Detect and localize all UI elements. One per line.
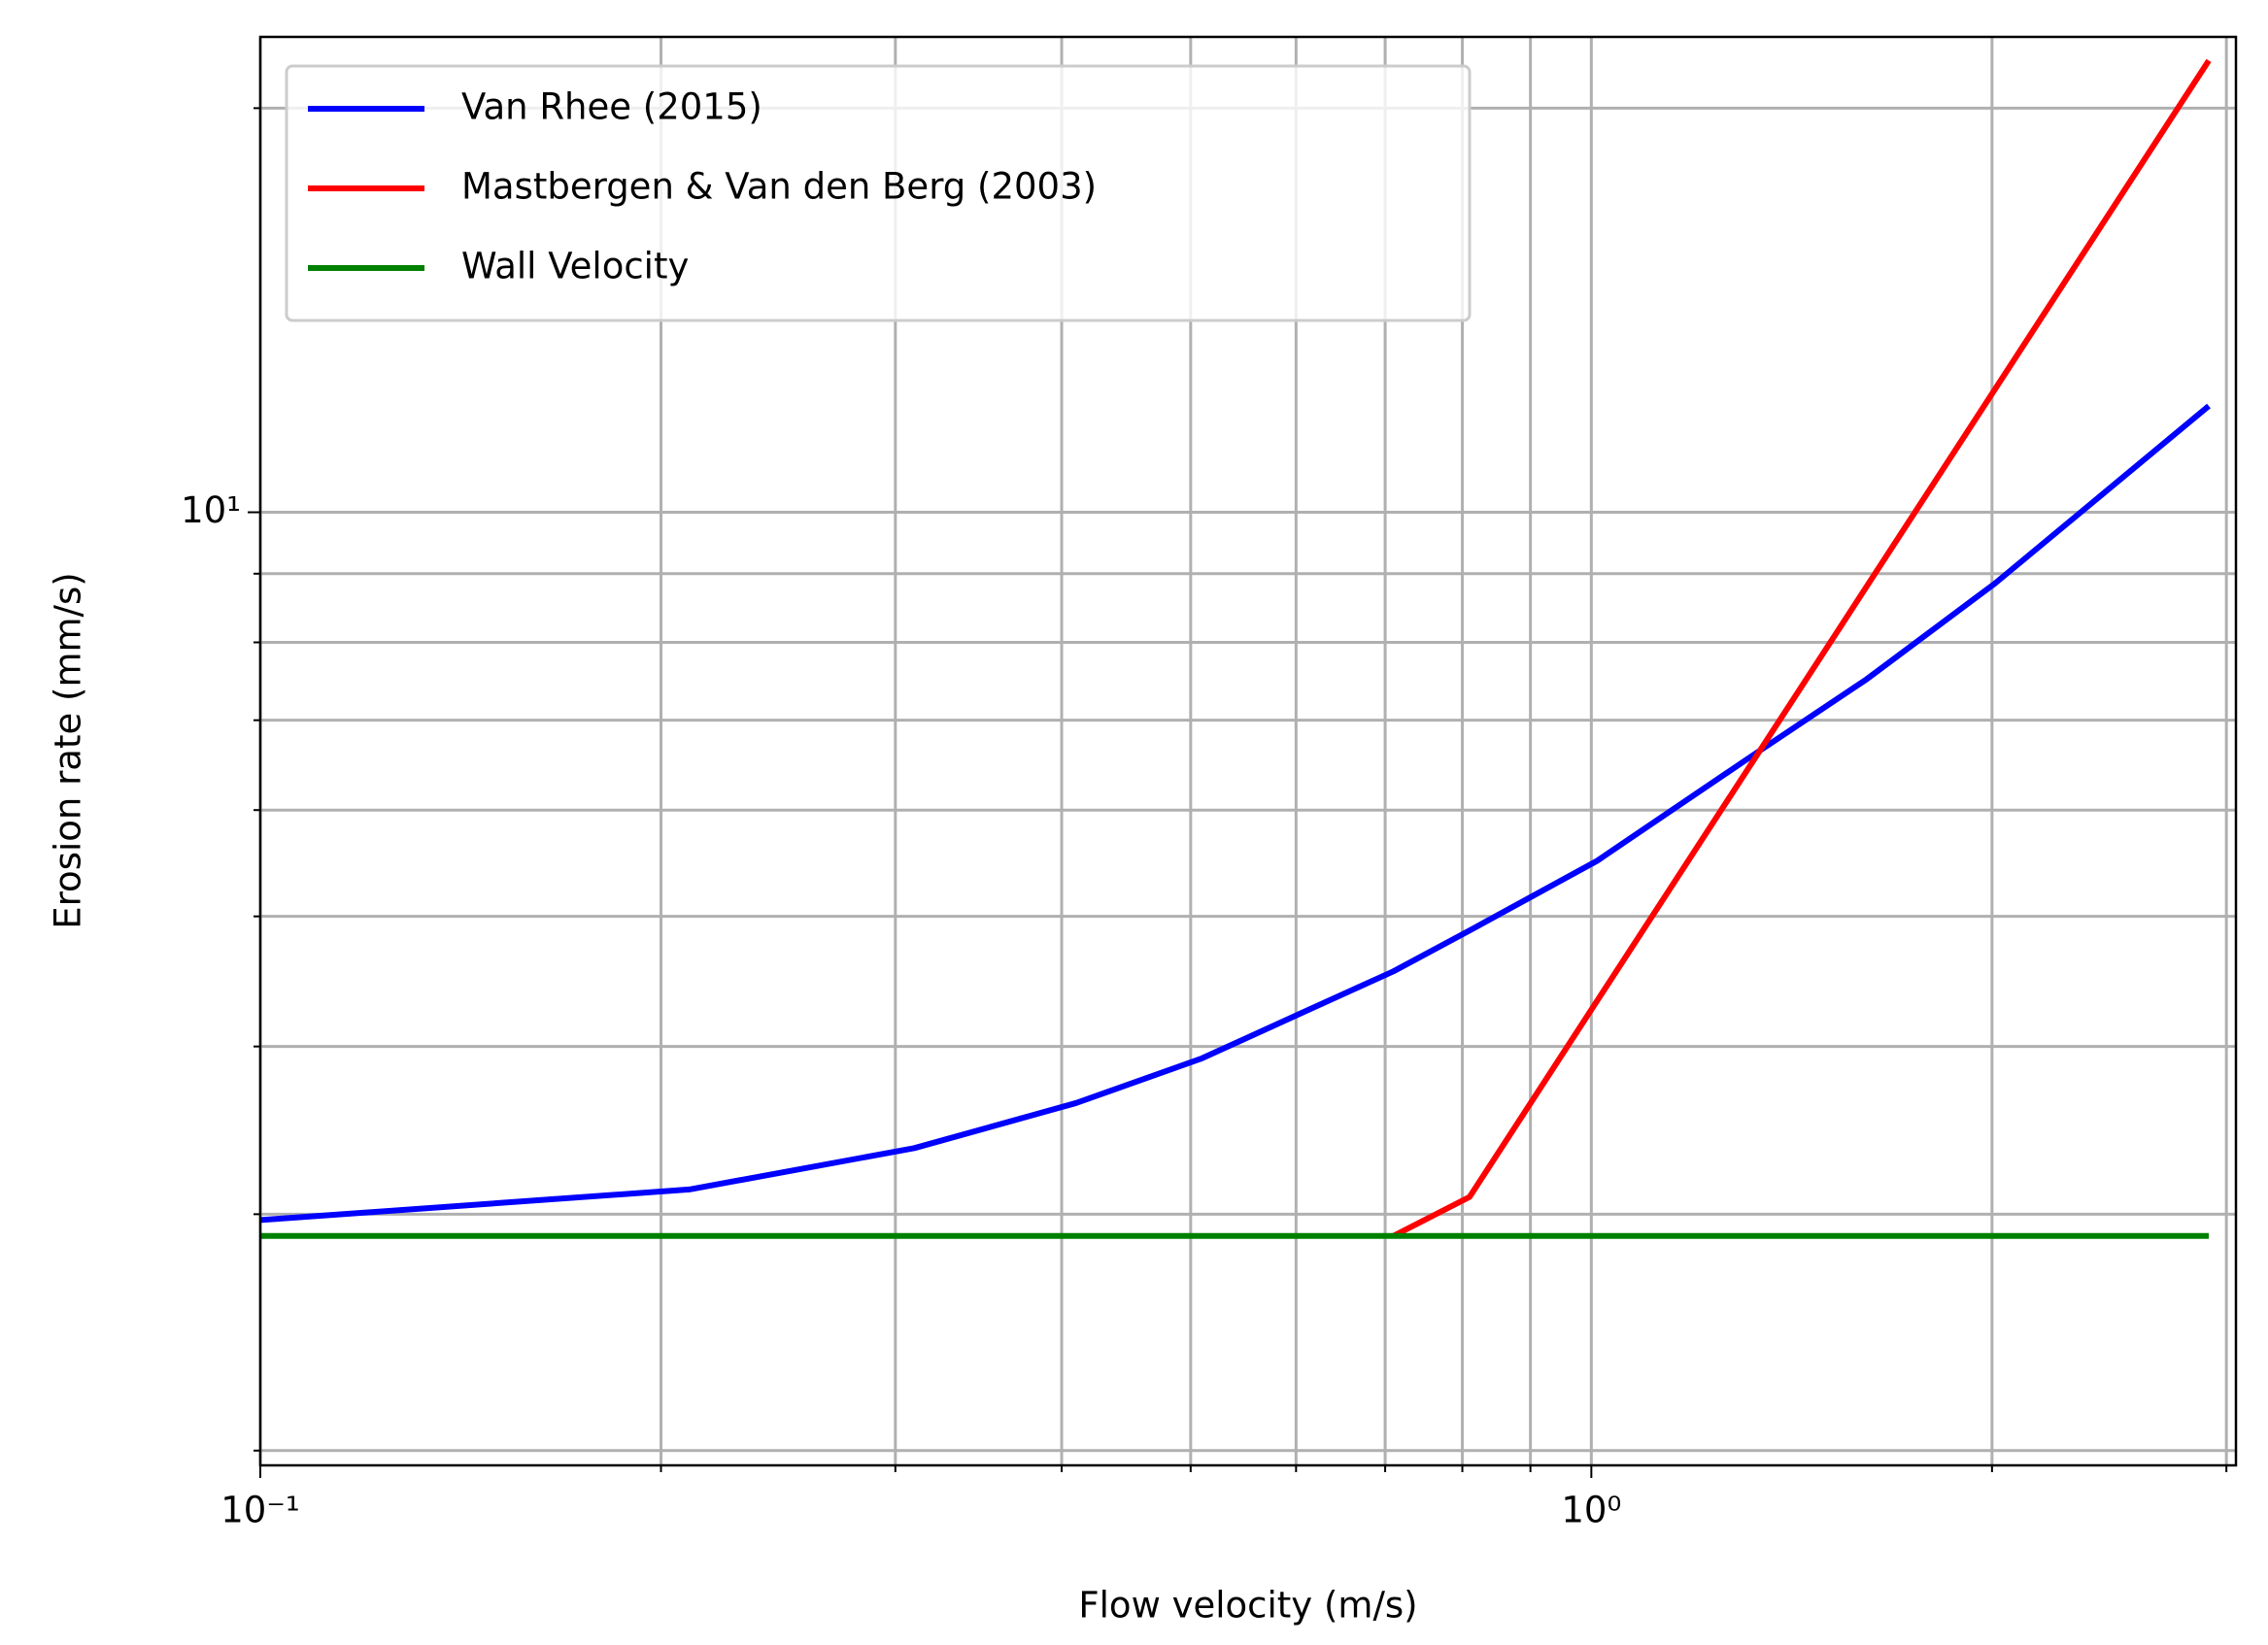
ticks: 10⁻¹ 10⁰ 10¹ [181, 107, 2228, 1531]
series-line [260, 403, 2211, 1224]
x-tick-label: 10⁰ [1561, 1490, 1621, 1531]
legend-box [285, 64, 1472, 322]
legend-label: Van Rhee (2015) [461, 86, 762, 128]
series-line [1392, 58, 2212, 1239]
y-tick-label: 10¹ [181, 489, 241, 531]
legend-label: Wall Velocity [461, 246, 689, 287]
x-tick-label: 10⁻¹ [220, 1490, 299, 1531]
x-axis-label: Flow velocity (m/s) [1078, 1585, 1417, 1627]
series [260, 58, 2212, 1239]
y-axis-label: Erosion rate (mm/s) [48, 572, 89, 928]
plot-frame [258, 35, 2238, 1467]
legend: Van Rhee (2015) Mastbergen & Van den Berg… [285, 64, 1472, 322]
legend-label: Mastbergen & Van den Berg (2003) [461, 166, 1097, 208]
